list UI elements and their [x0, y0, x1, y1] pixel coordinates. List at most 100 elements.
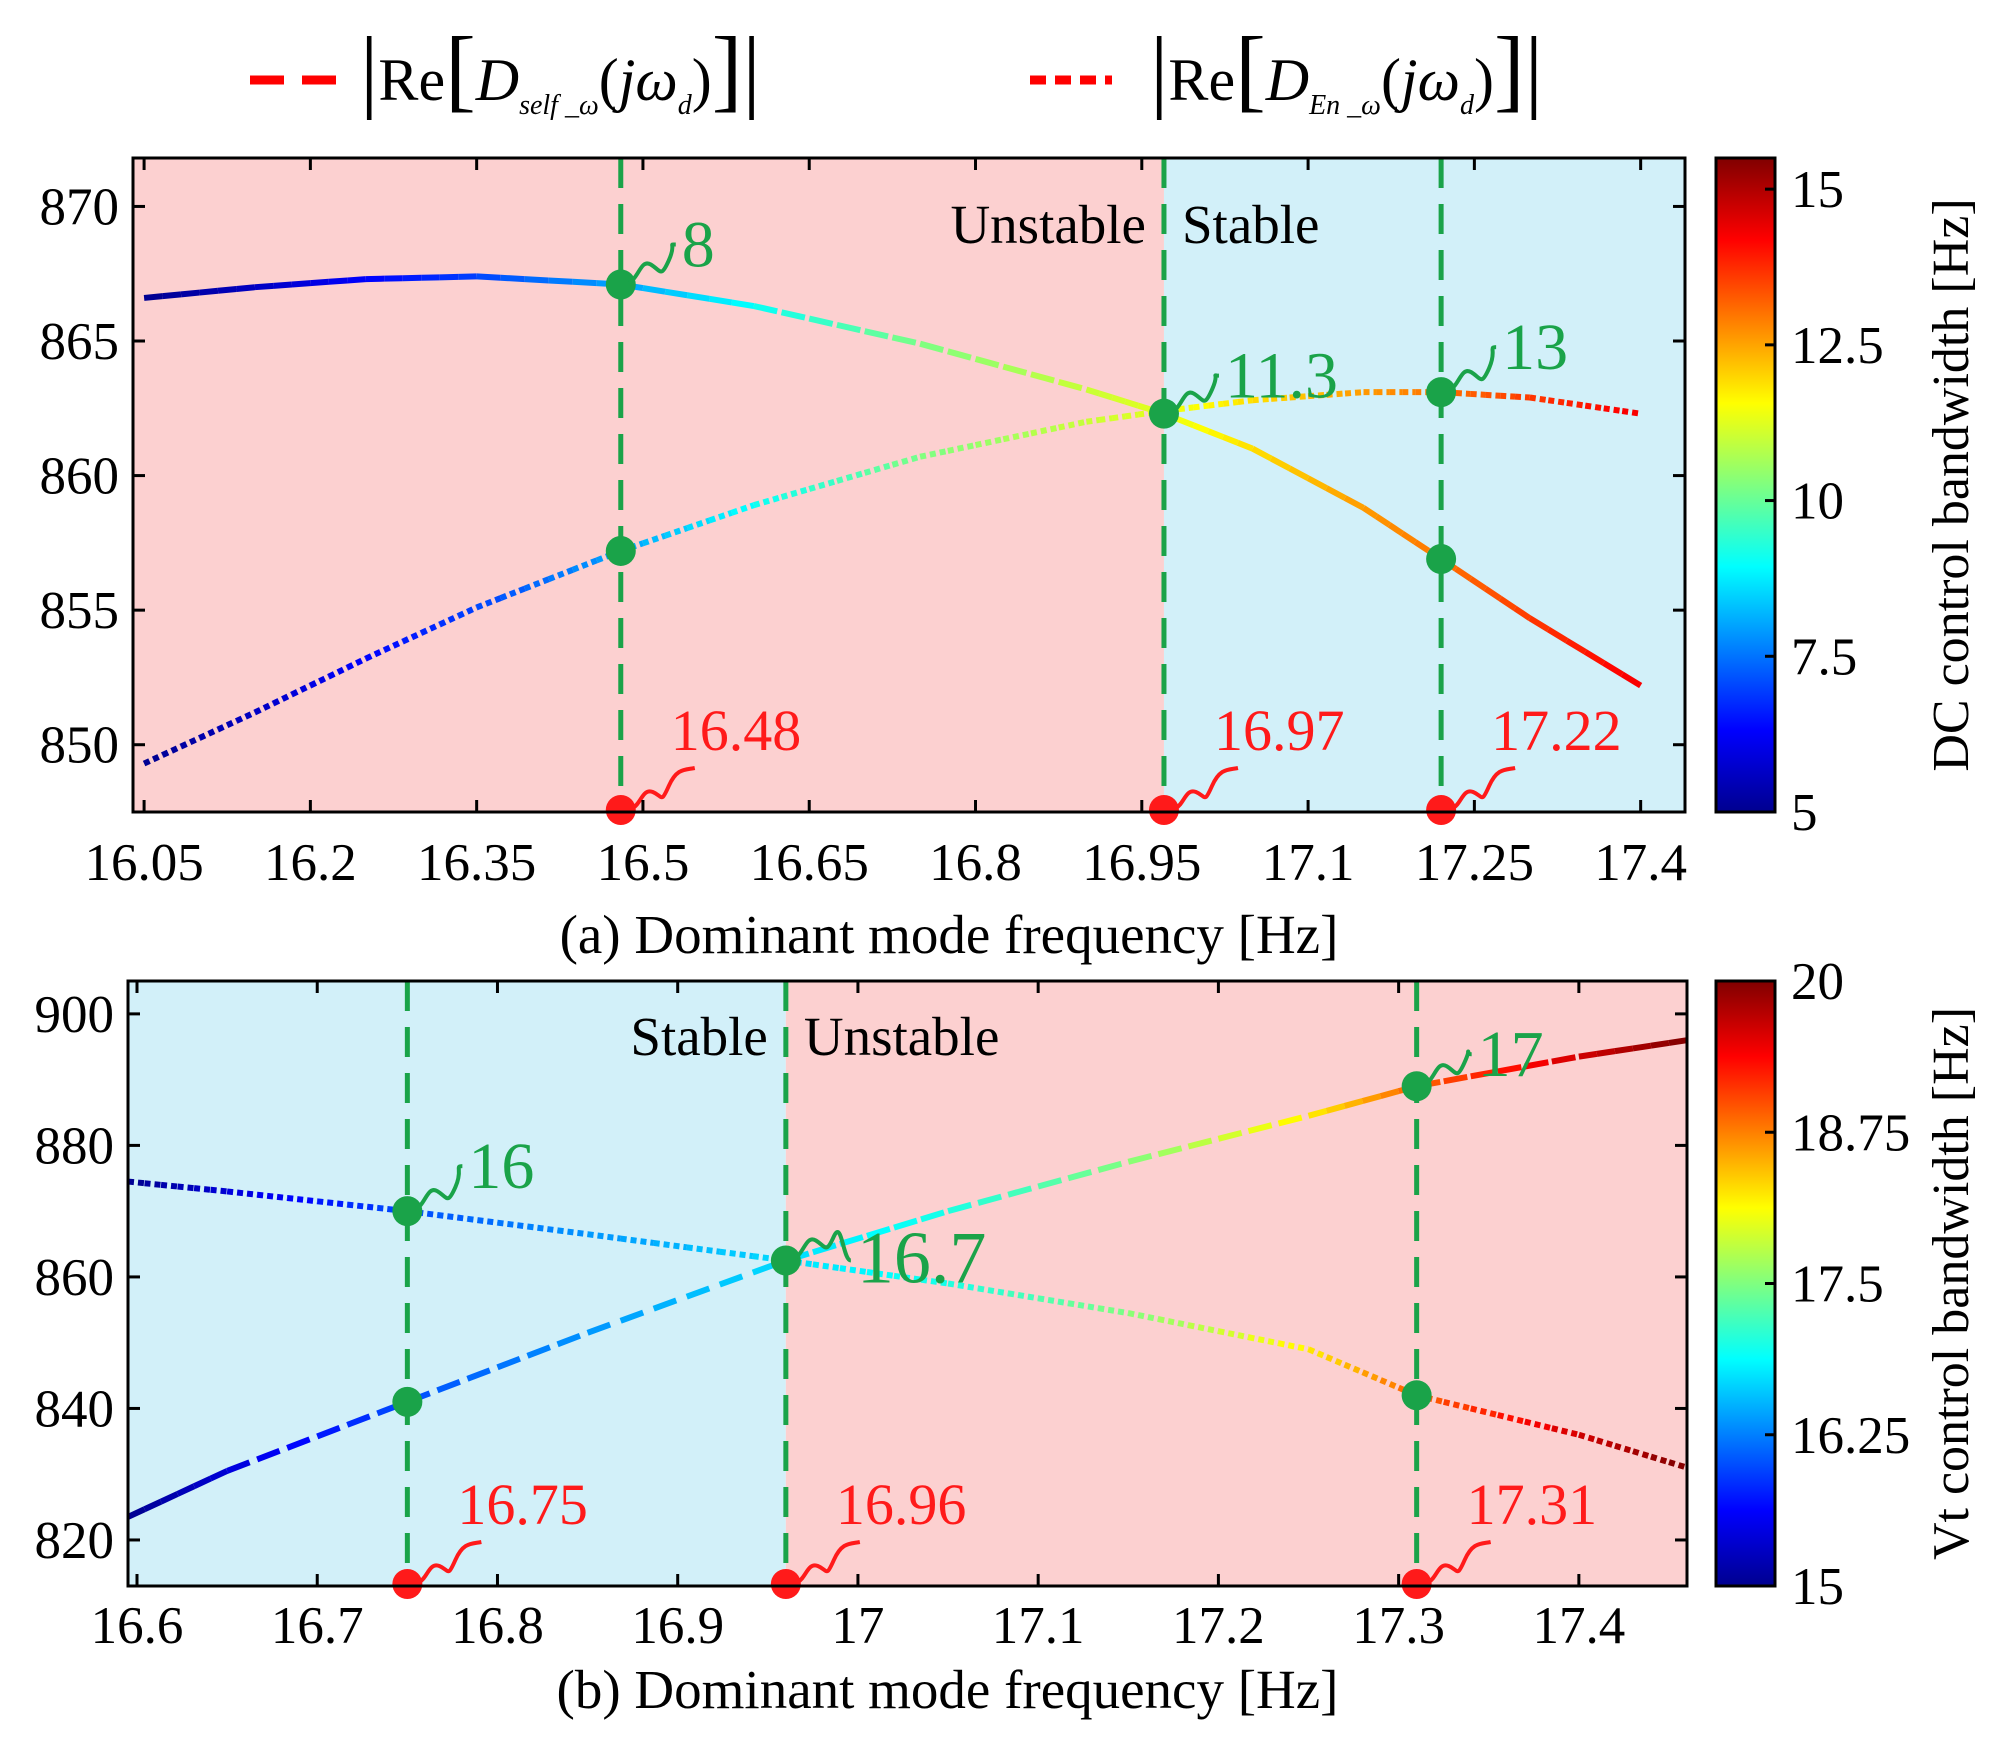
series-segment [620, 1235, 655, 1246]
series-segment [1007, 1290, 1039, 1302]
series-segment [920, 1276, 949, 1287]
series-segment [587, 1231, 622, 1242]
series-segment [1237, 397, 1254, 405]
series-segment [1325, 1354, 1346, 1368]
red-annotation-label: 17.22 [1491, 698, 1622, 763]
series-segment [127, 1178, 145, 1187]
series-segment [210, 1186, 228, 1195]
series-segment [346, 655, 368, 671]
green-point [605, 269, 636, 300]
series-segment [419, 621, 441, 636]
y-tick-label: 865 [40, 313, 120, 371]
series-segment [438, 613, 460, 628]
series-segment [1085, 386, 1101, 397]
series-segment [126, 1506, 146, 1520]
series-segment [1288, 465, 1310, 481]
series-segment [1222, 399, 1239, 407]
series-segment [572, 278, 597, 287]
series-segment [180, 289, 200, 298]
series-segment [456, 604, 478, 619]
series-segment [974, 356, 1005, 370]
series-segment [1306, 475, 1328, 491]
x-tick-label: 16.95 [1082, 834, 1201, 892]
green-annotation-label: 16.7 [857, 1217, 987, 1299]
series-segment [1513, 605, 1532, 621]
colorbar-label: DC control bandwidth [Hz] [1923, 198, 1980, 771]
series-segment [1289, 393, 1309, 401]
green-annotation-squiggle [1170, 373, 1220, 414]
series-segment [1632, 1042, 1652, 1052]
x-tick-label: 17.1 [992, 1597, 1085, 1655]
y-tick-label: 860 [40, 448, 120, 506]
legend: |Re[Dself _ω(jωd)]| |Re[DEn _ω(jωd)]| [250, 18, 1543, 121]
series-segment [1470, 1405, 1499, 1418]
green-annotation-squiggle [627, 242, 676, 285]
series-segment [1596, 1048, 1616, 1057]
series-segment [1192, 422, 1210, 434]
colorbar-tick-label: 12.5 [1791, 317, 1884, 375]
series-segment [1344, 389, 1364, 397]
series-segment [753, 303, 783, 316]
series-segment [316, 1422, 349, 1440]
series-segment [947, 1280, 979, 1292]
green-annotation-squiggle [414, 1164, 463, 1212]
series-segment [1454, 566, 1473, 582]
series-segment [497, 1219, 528, 1230]
series-segment [686, 517, 711, 531]
series-segment [1325, 485, 1347, 501]
series-self [143, 273, 1643, 689]
series-segment [1602, 660, 1624, 677]
green-point [1426, 377, 1457, 408]
series-segment [812, 1261, 841, 1272]
series-segment [1547, 397, 1568, 406]
red-annotation-squiggle [1427, 1540, 1492, 1584]
series-segment [1343, 1098, 1364, 1109]
series-segment [866, 1224, 895, 1239]
series-segment [524, 276, 549, 284]
x-tick-label: 17.25 [1415, 834, 1534, 892]
series-segment [199, 287, 219, 296]
series-segment [920, 1208, 949, 1223]
series-segment [383, 638, 405, 653]
green-annotation-label: 16 [468, 1130, 534, 1203]
series-segment [273, 281, 293, 289]
series-segment [977, 1191, 1009, 1206]
series-segment [1632, 1448, 1652, 1460]
red-point [1148, 795, 1179, 825]
region-label-unstable: Unstable [804, 1006, 1000, 1067]
series-segment [310, 278, 330, 287]
colorbar-tick-label: 15 [1791, 1558, 1844, 1616]
x-axis-label: (a) Dominant mode frequency [Hz] [560, 904, 1339, 965]
series-segment [1498, 595, 1517, 611]
red-point [605, 795, 636, 825]
series-segment [1650, 1453, 1670, 1466]
x-axis-label: (b) Dominant mode frequency [Hz] [557, 1659, 1339, 1720]
series-segment [160, 1181, 178, 1190]
series-segment [752, 1253, 787, 1264]
series-segment [1668, 1037, 1688, 1046]
series-segment [143, 293, 163, 301]
colorbar [1714, 156, 1777, 814]
y-tick-label: 850 [40, 717, 120, 775]
series-segment [1577, 1431, 1598, 1444]
panel-b: Stable Unstable 16 16.7 17 16.75 16.96 17.31 16.… [35, 953, 1981, 1720]
series-segment [1529, 394, 1549, 404]
y-tick-label: 820 [35, 1512, 115, 1570]
series-segment [808, 478, 838, 492]
series-segment [1551, 1425, 1580, 1438]
series-segment [1379, 1377, 1400, 1391]
series-segment [1485, 391, 1501, 399]
series-segment [751, 1257, 787, 1276]
series-segment [866, 1269, 895, 1279]
series-segment [1524, 1058, 1553, 1070]
series-segment [286, 1195, 318, 1205]
series-segment [641, 532, 667, 547]
series-segment [161, 743, 183, 758]
series-segment [719, 1248, 754, 1260]
series-segment [1361, 1369, 1382, 1383]
series-segment [1374, 513, 1392, 528]
series-segment [1325, 1103, 1346, 1114]
series-segment [891, 453, 921, 468]
series-segment [1497, 1063, 1526, 1075]
series-segment [891, 334, 921, 347]
